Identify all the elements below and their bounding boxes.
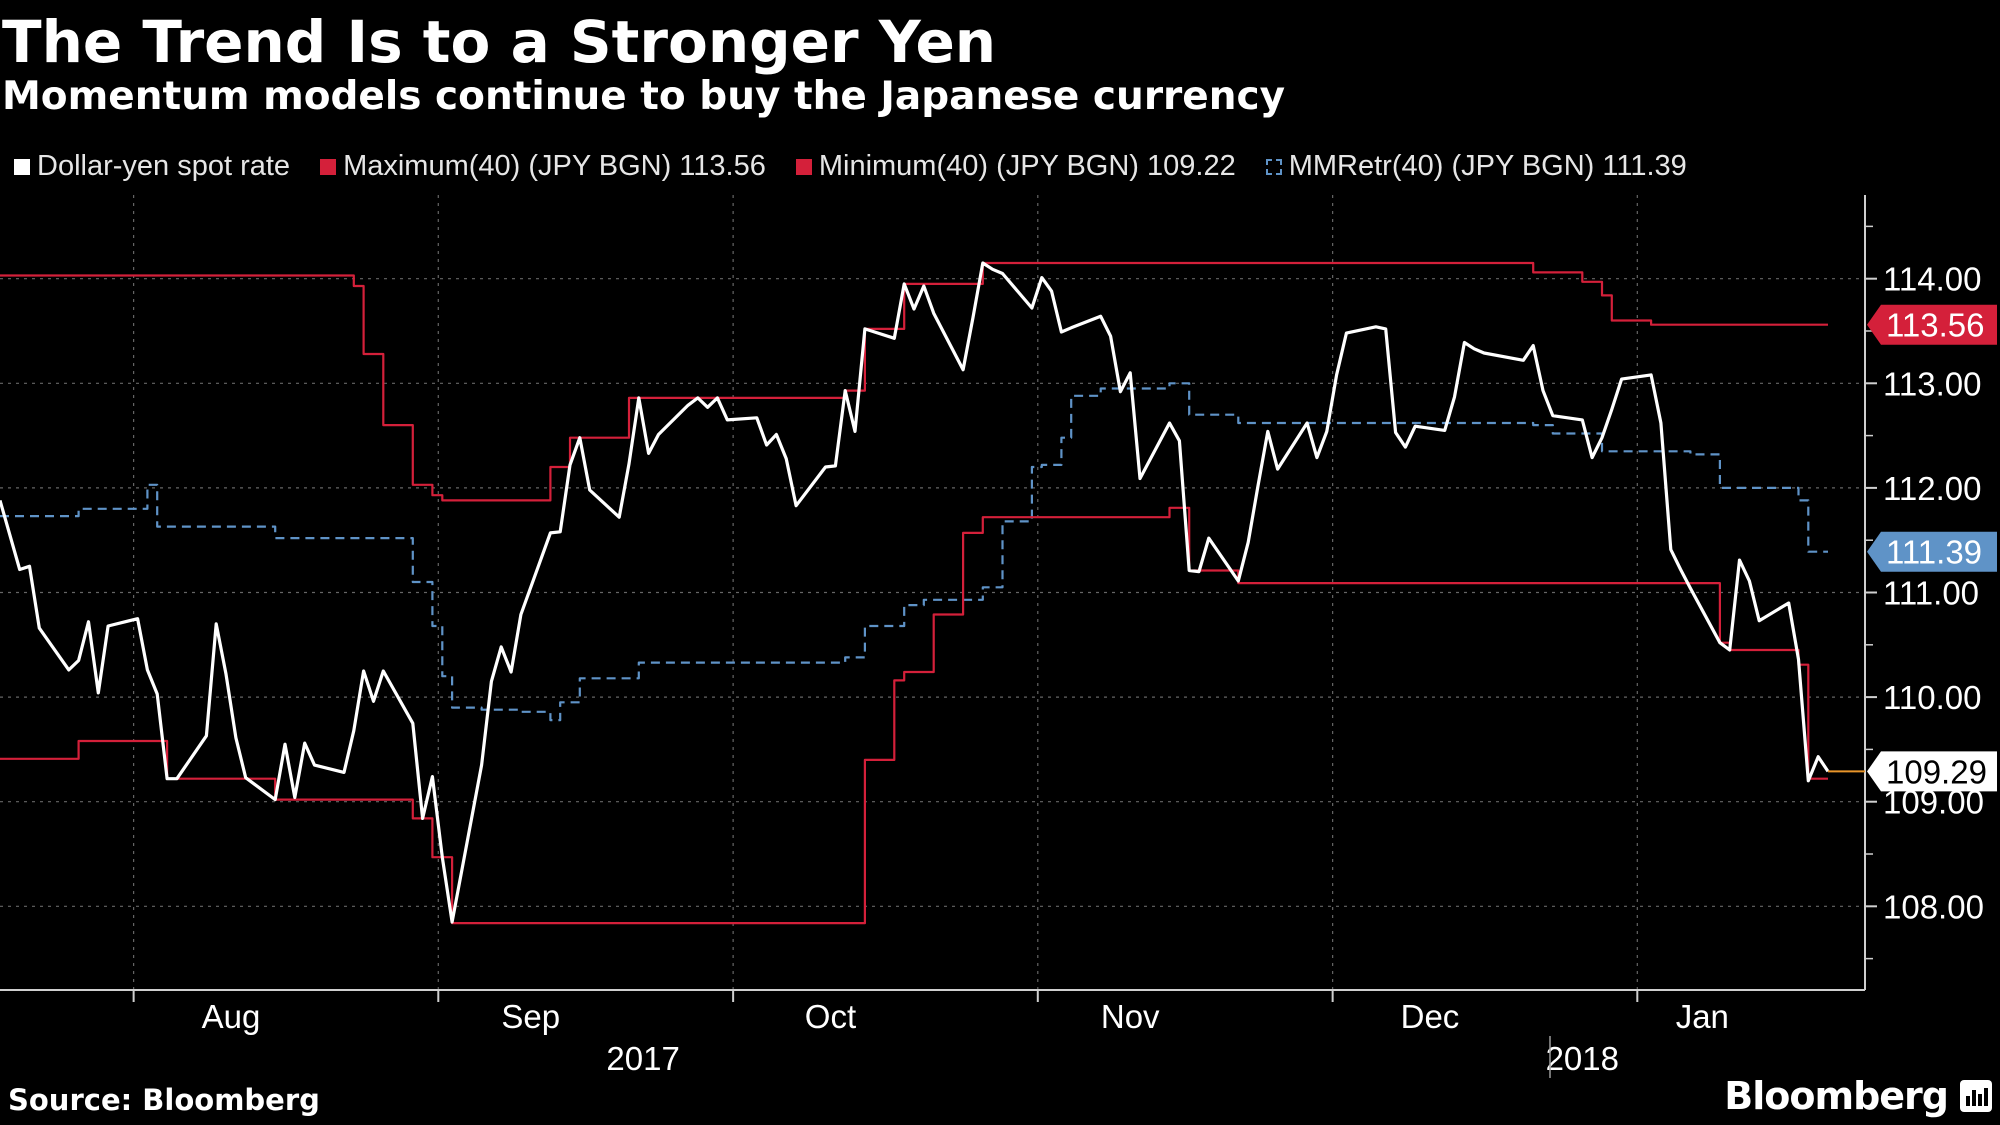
last-value-badge — [1867, 751, 1997, 792]
y-tick-label: 113.00 — [1883, 365, 1981, 402]
y-tick-label: 110.00 — [1883, 679, 1981, 716]
series-line-maximum — [0, 261, 1828, 502]
series-line-spot — [0, 261, 1830, 924]
legend-label-minimum: Minimum(40) (JPY BGN) 109.22 — [818, 150, 1236, 182]
x-tick-label: Aug — [202, 998, 261, 1035]
legend-swatch-spot — [14, 158, 30, 175]
legend-label-spot: Dollar-yen spot rate — [37, 150, 291, 182]
last-value-label: 113.56 — [1886, 307, 1984, 344]
x-tick-label: Nov — [1101, 998, 1160, 1035]
last-value-label: 109.29 — [1886, 753, 1987, 790]
last-value-label: 111.39 — [1886, 534, 1982, 571]
x-tick-label: Sep — [501, 998, 560, 1035]
y-tick-label: 108.00 — [1883, 888, 1984, 925]
last-value-badge — [1867, 531, 1997, 572]
legend-label-mmretr: MMRetr(40) (JPY BGN) 111.39 — [1288, 150, 1687, 182]
x-tick-label: Jan — [1676, 998, 1729, 1035]
year-label: 2017 — [606, 1040, 679, 1077]
legend-swatch-minimum — [795, 158, 812, 175]
y-tick-label: 111.00 — [1883, 575, 1979, 612]
legend-label-maximum: Maximum(40) (JPY BGN) 113.56 — [343, 150, 766, 182]
legend-item-maximum: Maximum(40) (JPY BGN) 113.56 — [320, 150, 766, 183]
y-tick-label: 112.00 — [1883, 470, 1981, 507]
source-note: Source: Bloomberg — [8, 1083, 320, 1117]
legend-swatch-maximum — [320, 158, 337, 175]
series-line-minimum — [0, 506, 1828, 925]
series-line-mmretr — [0, 382, 1828, 722]
last-value-badge — [1867, 304, 1997, 345]
legend-item-spot: Dollar-yen spot rate — [14, 150, 290, 183]
legend-item-minimum: Minimum(40) (JPY BGN) 109.22 — [795, 150, 1236, 183]
x-tick-label: Oct — [805, 998, 856, 1035]
x-tick-label: Dec — [1401, 998, 1460, 1035]
y-tick-label: 114.00 — [1883, 261, 1981, 298]
legend-item-mmretr: MMRetr(40) (JPY BGN) 111.39 — [1265, 150, 1687, 183]
chart-title: The Trend Is to a Stronger Yen — [2, 8, 997, 76]
bloomberg-icon — [1960, 1080, 1992, 1112]
legend-swatch-mmretr — [1265, 158, 1282, 175]
chart-subtitle: Momentum models continue to buy the Japa… — [2, 74, 1286, 119]
year-label: 2018 — [1546, 1040, 1619, 1077]
brand-logo: Bloomberg — [1724, 1074, 1949, 1118]
legend: Dollar-yen spot rate Maximum(40) (JPY BG… — [14, 150, 1717, 183]
